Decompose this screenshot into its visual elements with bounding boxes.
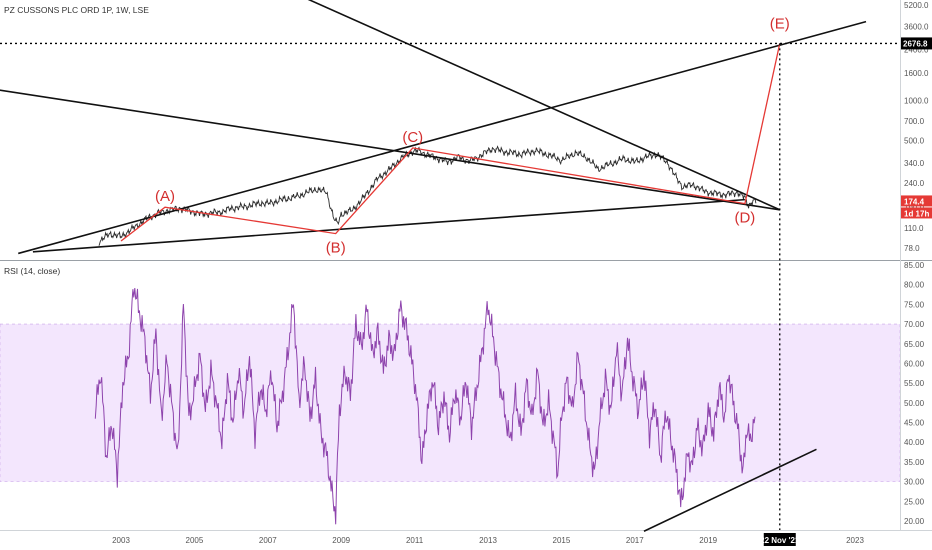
time-tick-label: 2019 bbox=[699, 536, 717, 545]
price-tick-label: 160.0 bbox=[904, 202, 925, 211]
trendline[interactable] bbox=[224, 0, 781, 211]
rsi-tick-label: 70.00 bbox=[904, 320, 925, 329]
wave-path-line[interactable] bbox=[120, 43, 781, 242]
price-tick-label: 700.0 bbox=[904, 117, 925, 126]
wave-label[interactable]: (A) bbox=[155, 188, 175, 205]
target-price-tag bbox=[901, 37, 932, 50]
wave-label[interactable]: (D) bbox=[734, 210, 755, 227]
price-tick-label: 110.0 bbox=[904, 224, 924, 233]
rsi-tick-label: 20.00 bbox=[904, 517, 925, 526]
last-price-label: 174.4 bbox=[904, 197, 925, 206]
price-layer: (A) (B) (C) (D) (E) bbox=[0, 0, 900, 530]
wave-label[interactable]: (B) bbox=[326, 240, 346, 257]
trendline[interactable] bbox=[32, 198, 745, 253]
price-tick-label: 3600.0 bbox=[904, 22, 929, 31]
rsi-tick-label: 75.00 bbox=[904, 300, 925, 309]
countdown-tag bbox=[901, 207, 932, 219]
price-tick-label: 78.0 bbox=[904, 244, 920, 253]
price-tick-label: 240.0 bbox=[904, 179, 925, 188]
time-tick-label: 2005 bbox=[186, 536, 204, 545]
rsi-layer bbox=[94, 288, 817, 532]
axes-layer: 5200.0 3600.0 2400.0 1600.0 1000.0 700.0 500.0… bbox=[112, 1, 932, 546]
rsi-tick-label: 50.00 bbox=[904, 399, 925, 408]
time-tick-label: 2009 bbox=[332, 536, 350, 545]
rsi-tick-label: 30.00 bbox=[904, 478, 925, 487]
rsi-tick-label: 80.00 bbox=[904, 281, 925, 290]
time-tick-label: 2023 bbox=[846, 536, 864, 545]
time-tick-label: 2015 bbox=[553, 536, 571, 545]
rsi-tick-label: 25.00 bbox=[904, 497, 925, 506]
date-label: 22 Nov '21 bbox=[760, 536, 800, 545]
price-tick-label: 1600.0 bbox=[904, 69, 929, 78]
wave-label[interactable]: (C) bbox=[402, 129, 423, 146]
rsi-tick-label: 60.00 bbox=[904, 359, 925, 368]
rsi-tick-label: 55.00 bbox=[904, 379, 925, 388]
trendline[interactable] bbox=[18, 20, 867, 255]
target-price-label: 2676.8 bbox=[903, 39, 928, 48]
countdown-label: 1d 17h bbox=[904, 209, 929, 218]
wave-label[interactable]: (E) bbox=[770, 15, 790, 32]
price-tick-label: 5200.0 bbox=[904, 1, 929, 10]
rsi-title: RSI (14, close) bbox=[4, 266, 60, 276]
rsi-tick-label: 45.00 bbox=[904, 419, 925, 428]
time-tick-label: 2011 bbox=[406, 536, 424, 545]
price-tick-label: 500.0 bbox=[904, 136, 925, 145]
price-tick-label: 1000.0 bbox=[904, 96, 929, 105]
symbol-title: PZ CUSSONS PLC ORD 1P, 1W, LSE bbox=[4, 5, 149, 15]
price-tick-label: 2400.0 bbox=[904, 46, 929, 55]
rsi-tick-label: 85.00 bbox=[904, 261, 925, 270]
price-series-line bbox=[98, 145, 757, 246]
rsi-tick-label: 35.00 bbox=[904, 458, 925, 467]
trendline[interactable] bbox=[0, 75, 780, 211]
time-tick-label: 2003 bbox=[112, 536, 130, 545]
price-tick-label: 340.0 bbox=[904, 159, 925, 168]
rsi-tick-label: 40.00 bbox=[904, 438, 925, 447]
rsi-line bbox=[94, 288, 756, 525]
time-tick-label: 2013 bbox=[479, 536, 497, 545]
rsi-trendline[interactable] bbox=[643, 448, 817, 532]
time-tick-label: 2017 bbox=[626, 536, 644, 545]
price-pane-background bbox=[0, 0, 900, 259]
rsi-band bbox=[0, 323, 901, 482]
last-price-tag bbox=[901, 195, 932, 207]
rsi-tick-label: 65.00 bbox=[904, 340, 925, 349]
time-tick-label: 2007 bbox=[259, 536, 277, 545]
date-tag bbox=[763, 533, 796, 546]
